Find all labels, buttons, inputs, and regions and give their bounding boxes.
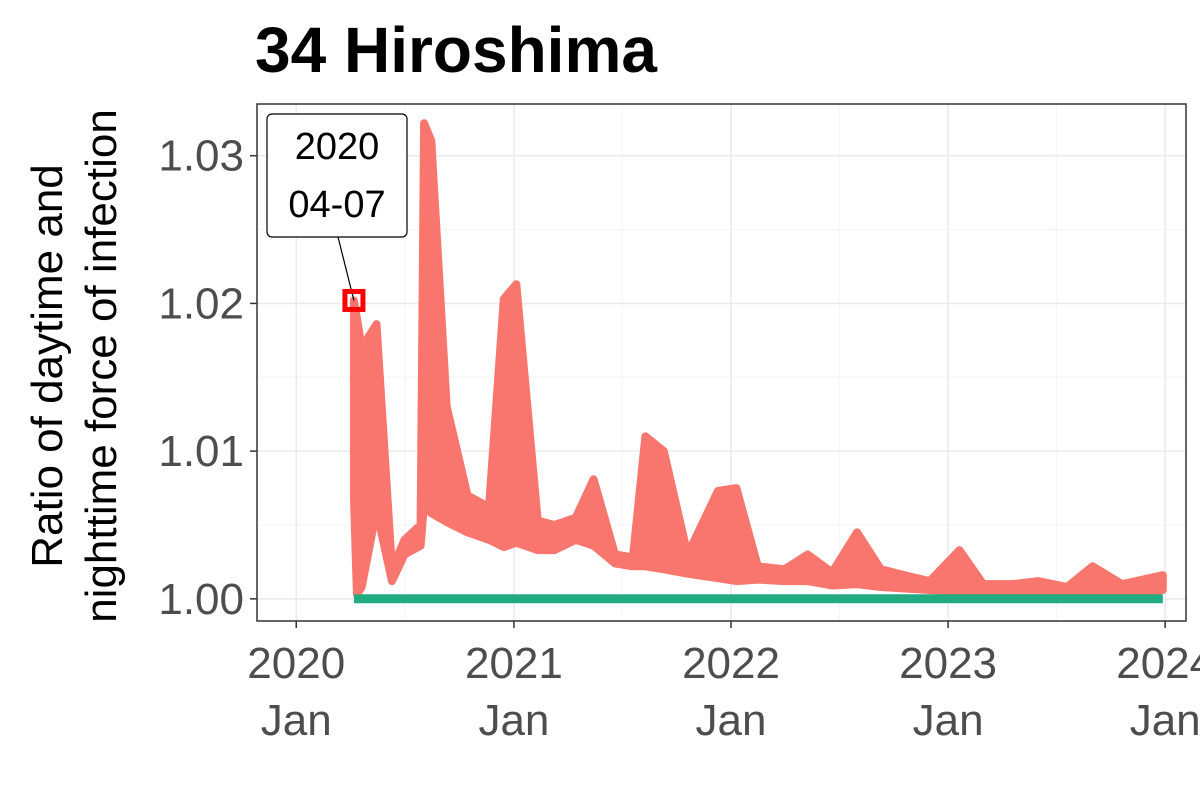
y-tick-label: 1.00 bbox=[158, 575, 244, 624]
y-axis-label-line-2: nighttime force of infection bbox=[77, 109, 126, 623]
y-tick-label: 1.03 bbox=[158, 132, 244, 181]
x-tick-label-month: Jan bbox=[696, 696, 767, 745]
annotation-line-2: 04-07 bbox=[288, 184, 385, 226]
y-axis-label-line-1: Ratio of daytime and bbox=[23, 164, 72, 568]
y-axis-label: Ratio of daytime and bbox=[23, 164, 72, 568]
x-tick-label-month: Jan bbox=[478, 696, 549, 745]
chart-title: 34 Hiroshima bbox=[255, 14, 657, 86]
annotation-box bbox=[266, 113, 408, 238]
x-tick-label-month: Jan bbox=[261, 696, 332, 745]
annotation-line-1: 2020 bbox=[295, 126, 380, 168]
plot-panel-border bbox=[256, 103, 1187, 622]
x-tick-label-year: 2023 bbox=[899, 639, 997, 688]
y-axis-ticks: 1.00 1.01 1.02 1.03 bbox=[158, 132, 257, 624]
x-tick-label-year: 2022 bbox=[682, 639, 780, 688]
x-tick-label-month: Jan bbox=[1130, 696, 1200, 745]
x-tick-label-year: 2021 bbox=[465, 639, 563, 688]
x-tick-label-year: 2024 bbox=[1116, 639, 1200, 688]
y-tick-label: 1.01 bbox=[158, 427, 244, 476]
annotation-group: 2020 04-07 bbox=[266, 113, 408, 312]
y-axis-label-2: nighttime force of infection bbox=[77, 109, 126, 623]
ratio-series-oscillation bbox=[352, 123, 1163, 595]
series-layer bbox=[349, 119, 1167, 604]
annotation-marker bbox=[342, 288, 366, 312]
x-tick-label-month: Jan bbox=[913, 696, 984, 745]
x-tick-label-year: 2020 bbox=[247, 639, 345, 688]
x-axis-ticks: 2020 Jan 2021 Jan 2022 Jan 2023 Jan 2024 Jan bbox=[247, 621, 1200, 745]
y-tick-label: 1.02 bbox=[158, 279, 244, 328]
